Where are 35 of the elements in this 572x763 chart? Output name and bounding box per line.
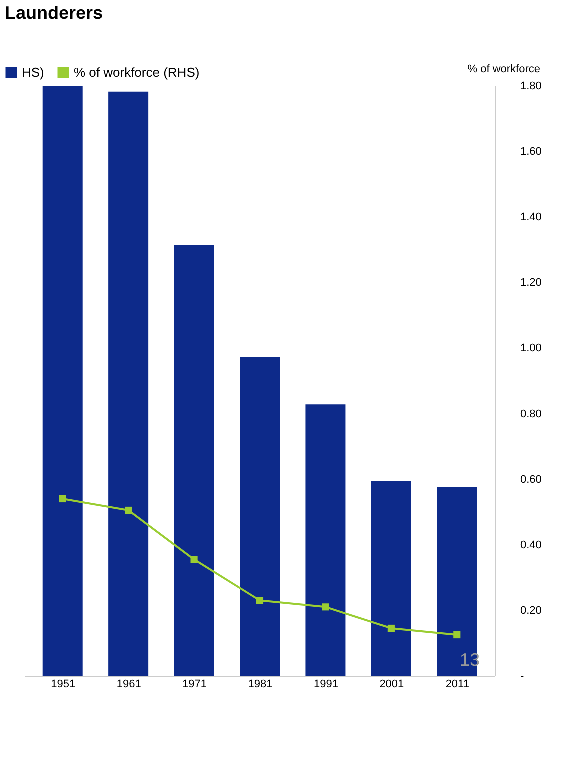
y2-tick-label: 0.60 — [520, 474, 542, 486]
y2-tick-label: 1.60 — [520, 146, 542, 158]
y2-tick-label: 1.40 — [520, 212, 542, 224]
bar — [437, 487, 478, 676]
point — [454, 631, 461, 639]
point — [388, 624, 395, 632]
point — [256, 597, 264, 604]
x-tick-label: 1981 — [248, 678, 273, 690]
bar — [174, 245, 214, 676]
y2-tick-label: 0.40 — [520, 539, 542, 552]
y2-tick-label: 1.00 — [520, 342, 542, 355]
y2-tick-label: 1.20 — [520, 277, 542, 290]
bar — [240, 357, 280, 676]
x-tick-label: 2011 — [446, 678, 470, 690]
x-tick-label: 1961 — [116, 678, 142, 690]
point — [125, 506, 132, 514]
x-tick-label: 1991 — [314, 678, 338, 690]
legend-label: % of workforce (RHS) — [74, 64, 200, 80]
y2-tick-label: 1.80 — [520, 80, 542, 92]
y2-tick-label: - — [520, 670, 524, 682]
x-tick-label: 1951 — [51, 678, 76, 690]
bar — [306, 404, 346, 676]
y2-axis-title: % of workforce — [468, 64, 540, 76]
point — [190, 556, 198, 564]
chart-title: Launderers — [5, 3, 104, 23]
point — [322, 604, 330, 611]
y2-tick-label: 0.80 — [520, 408, 542, 420]
bar — [371, 481, 412, 676]
bar — [42, 86, 83, 676]
y2-tick-label: 0.20 — [520, 604, 542, 617]
x-tick-label: 1971 — [182, 678, 208, 690]
point — [59, 495, 66, 503]
x-tick-label: 2001 — [380, 678, 404, 690]
legend-label: HS) — [22, 64, 44, 80]
bar — [108, 92, 149, 676]
